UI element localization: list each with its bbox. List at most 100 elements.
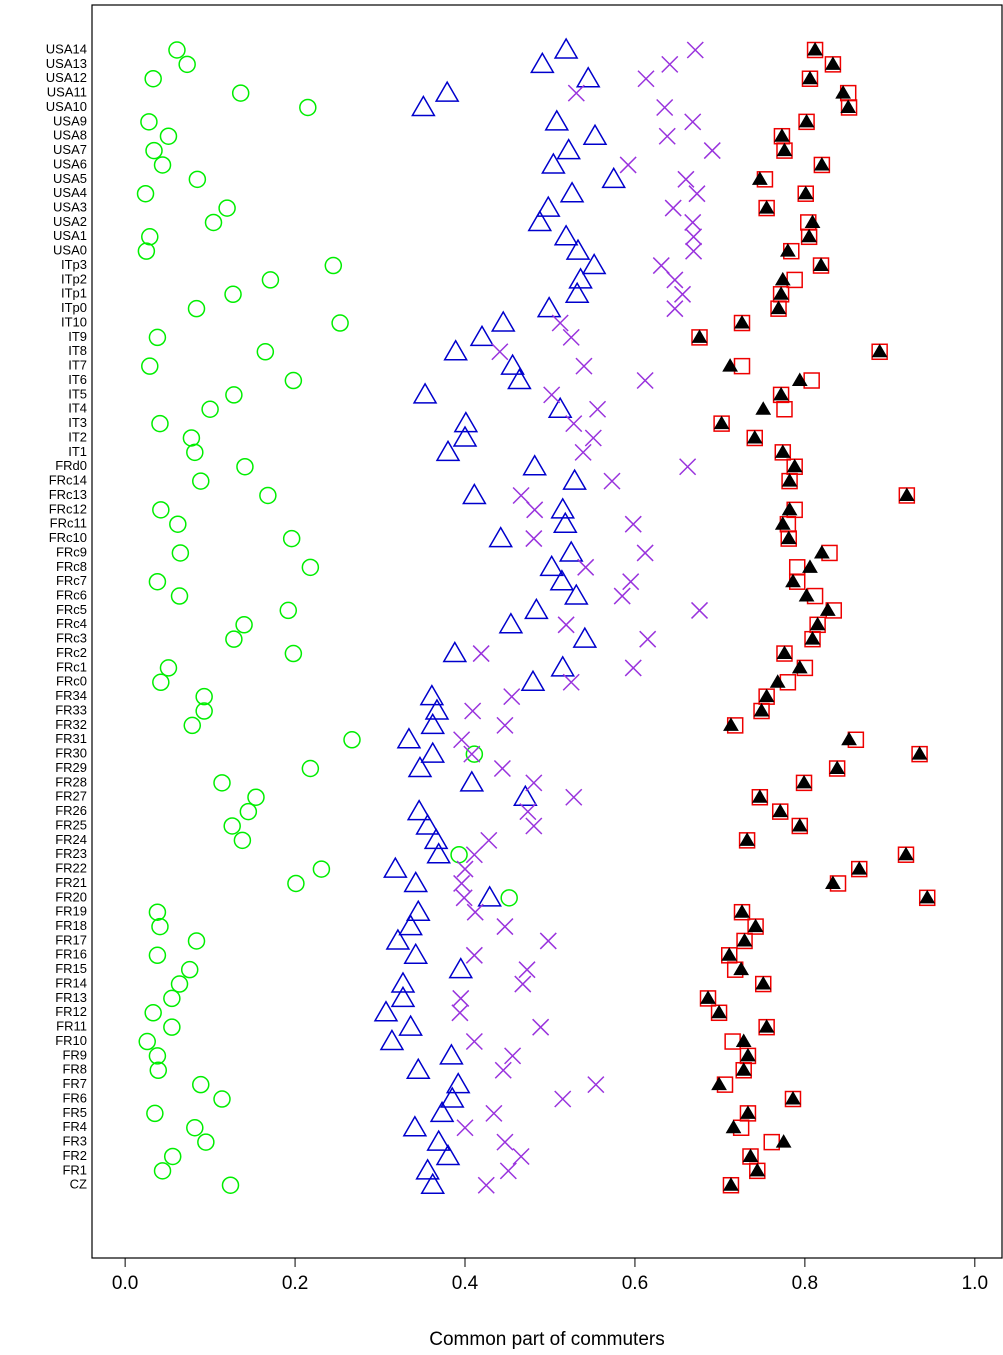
category-label: IT1 [68, 444, 87, 459]
x-marker [539, 932, 557, 950]
triangle-marker [564, 281, 590, 304]
triangle-marker [412, 382, 438, 404]
category-label: ITp2 [61, 271, 87, 286]
filled-triangle-marker [733, 961, 750, 976]
filled-triangle-marker [758, 1019, 775, 1033]
triangle-marker [559, 181, 585, 203]
circle-marker [287, 874, 305, 893]
category-label: USA7 [53, 142, 87, 157]
x-marker [686, 41, 704, 59]
circle-marker [178, 55, 196, 74]
filled-triangle-marker [721, 947, 738, 961]
filled-triangle-marker [898, 487, 915, 501]
filled-triangle-marker [758, 200, 775, 214]
x-marker [472, 645, 490, 663]
triangle-marker [452, 425, 478, 447]
circle-marker [170, 975, 189, 993]
triangle-marker [553, 224, 579, 246]
x-marker [587, 1076, 605, 1094]
circle-marker [256, 343, 275, 361]
filled-triangle-marker [776, 645, 793, 660]
filled-triangle-marker [755, 976, 772, 990]
category-label: FR23 [55, 846, 87, 861]
filled-triangle-marker [723, 1177, 739, 1191]
circle-marker [282, 529, 301, 548]
filled-triangle-marker [772, 803, 789, 818]
triangle-marker [535, 195, 561, 217]
category-label: FRc14 [49, 473, 87, 488]
circle-marker [144, 69, 162, 88]
x-marker [703, 142, 721, 160]
triangle-marker [530, 51, 555, 74]
x-marker [685, 228, 703, 246]
category-label: FRc0 [56, 674, 87, 689]
category-label: FRc5 [56, 602, 87, 617]
triangle-marker [435, 1143, 461, 1166]
category-label: USA12 [46, 70, 87, 85]
x-marker [554, 1090, 572, 1108]
triangle-marker [549, 569, 575, 591]
filled-triangle-marker [804, 214, 821, 228]
x-marker [526, 501, 544, 519]
category-label: FR5 [62, 1105, 87, 1120]
category-label: ITp1 [61, 286, 87, 301]
category-label: FR16 [55, 947, 87, 962]
filled-triangle-marker [791, 817, 808, 832]
category-label: USA13 [46, 56, 87, 71]
filled-triangle-marker [769, 674, 786, 688]
filled-triangle-marker [751, 789, 768, 803]
triangle-marker [541, 152, 566, 174]
circle-marker [141, 228, 159, 246]
triangle-marker [420, 741, 446, 763]
circle-marker [261, 271, 280, 289]
filled-triangle-marker [829, 760, 846, 774]
filled-triangle-marker [773, 286, 789, 300]
triangle-marker [582, 123, 608, 145]
triangle-marker [469, 324, 495, 347]
triangle-marker [572, 626, 598, 648]
category-label: FR3 [62, 1134, 87, 1149]
triangle-marker [507, 368, 532, 390]
x-tick-label: 0.2 [282, 1273, 308, 1294]
circle-marker [140, 113, 158, 131]
category-label: FR24 [55, 832, 87, 847]
category-label: FR4 [62, 1119, 87, 1134]
category-label: FR13 [55, 990, 87, 1005]
x-marker [519, 803, 537, 821]
triangle-marker [426, 842, 451, 864]
triangle-marker [601, 166, 627, 189]
circle-marker [145, 141, 163, 160]
x-marker [679, 458, 697, 476]
x-marker [636, 371, 654, 390]
x-marker [652, 257, 670, 275]
x-marker [465, 946, 483, 964]
x-marker [464, 702, 482, 720]
filled-triangle-marker [791, 372, 808, 387]
triangle-marker [429, 1100, 455, 1123]
x-marker [499, 1162, 517, 1180]
triangle-marker [442, 641, 468, 663]
circle-marker [259, 486, 277, 505]
x-marker [456, 1119, 474, 1137]
category-label: FRc11 [50, 516, 87, 531]
circle-marker [192, 1075, 210, 1094]
filled-triangle-marker [781, 501, 798, 516]
circle-marker [187, 299, 206, 318]
category-label: USA11 [47, 85, 87, 100]
filled-triangle-marker [786, 458, 803, 473]
category-label: USA3 [53, 200, 87, 215]
x-marker [512, 1147, 530, 1166]
circle-marker [141, 357, 159, 375]
filled-triangle-marker [723, 717, 739, 731]
category-label: FRc9 [56, 544, 87, 559]
triangle-marker [379, 1029, 405, 1051]
filled-triangle-marker [871, 343, 888, 358]
category-label: FR22 [55, 861, 87, 876]
triangle-marker [558, 540, 584, 562]
circle-marker [146, 1104, 164, 1123]
circle-marker [195, 687, 213, 706]
circle-marker [183, 716, 202, 735]
filled-triangle-marker [898, 846, 914, 861]
filled-triangle-marker [753, 703, 770, 717]
